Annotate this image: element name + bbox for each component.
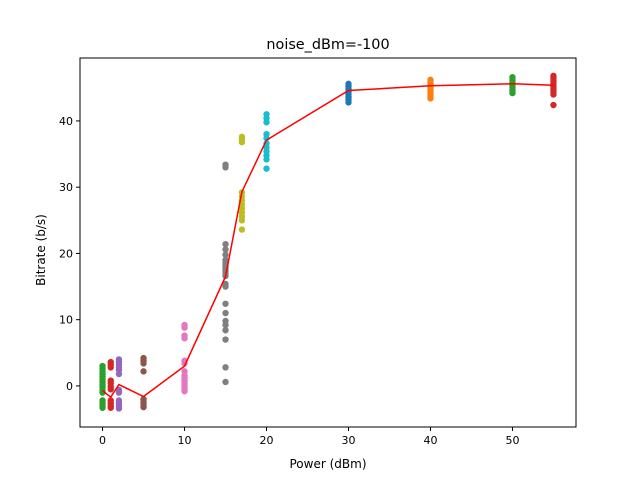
scatter-point (222, 309, 229, 317)
mean-line (102, 83, 554, 399)
scatter-point (140, 360, 147, 367)
scatter-point (140, 368, 147, 375)
y-tick-label: 0 (66, 380, 73, 393)
scatter-point (550, 101, 557, 109)
scatter-point (181, 335, 188, 342)
scatter-point (107, 364, 114, 371)
scatter-point (238, 226, 246, 233)
scatter-point (222, 240, 229, 248)
y-axis-label: Bitrate (b/s) (34, 214, 48, 286)
y-tick-label: 20 (59, 247, 73, 260)
scatter-point (222, 321, 229, 329)
scatter-point (99, 404, 106, 411)
plot-frame (79, 57, 577, 428)
x-tick-label: 30 (341, 434, 355, 447)
scatter-point (115, 389, 123, 396)
x-tick-label: 10 (178, 434, 192, 447)
scatter-point (263, 156, 270, 163)
scatter-point (181, 324, 188, 331)
y-tick-label: 30 (59, 181, 73, 194)
chart-title: noise_dBm=-100 (266, 37, 389, 53)
y-tick-label: 10 (59, 314, 73, 327)
scatter-point (345, 99, 352, 106)
scatter-point (107, 386, 114, 393)
scatter-point (222, 364, 229, 371)
scatter-point (427, 95, 434, 102)
scatter-point (140, 403, 147, 411)
axis-ticks: 0 10 20 30 40 50 0 10 20 30 40 (59, 115, 519, 447)
x-tick-label: 0 (99, 434, 106, 447)
scatter-point (115, 370, 123, 378)
mean-line-layer (102, 83, 554, 399)
scatter-point (181, 388, 188, 395)
x-tick-label: 40 (423, 434, 437, 447)
scatter-point (222, 327, 229, 334)
scatter-point (222, 246, 229, 253)
scatter-point (222, 378, 229, 386)
scatter-point (550, 91, 557, 98)
scatter-point (222, 300, 229, 307)
scatter-point (263, 119, 270, 126)
y-tick-label: 40 (59, 115, 73, 128)
scatter-point (222, 164, 229, 171)
x-axis-label: Power (dBm) (290, 457, 367, 471)
scatter-point (222, 336, 229, 343)
scatter-point (509, 89, 516, 97)
scatter-point (115, 405, 123, 412)
scatter-point (238, 138, 246, 146)
scatter-point (263, 165, 270, 172)
x-tick-label: 50 (505, 434, 519, 447)
x-tick-label: 20 (260, 434, 274, 447)
scatter-point (222, 283, 229, 290)
scatter-point (99, 389, 106, 396)
scatter-point (107, 404, 114, 411)
scatter-point (222, 251, 229, 258)
scatter-point (238, 217, 246, 224)
